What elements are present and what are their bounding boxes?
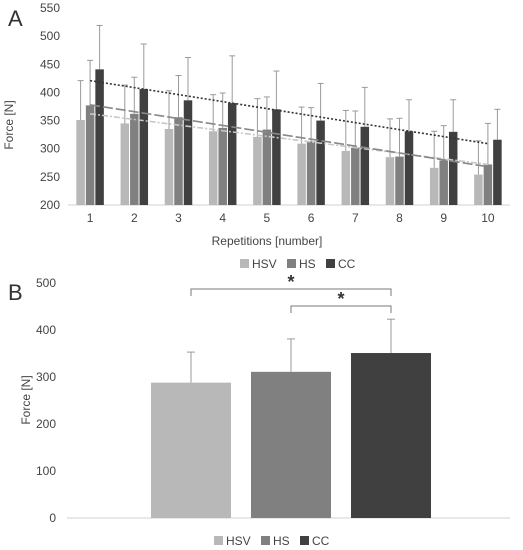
panel-b-legend-label-cc: CC — [312, 534, 330, 548]
panel-a-bar-hsv — [429, 167, 439, 205]
panel-a-bar-cc — [404, 131, 414, 205]
panel-a-bar-hsv — [253, 136, 262, 205]
panel-a-x-tick-label: 9 — [440, 211, 447, 225]
panel-a-bar-hsv — [208, 131, 218, 205]
panel-a-bar-hs — [85, 105, 95, 205]
panel-a-y-tick-label: 450 — [40, 57, 60, 71]
panel-a-trend-line-cc — [89, 79, 489, 145]
panel-a-y-tick-label: 250 — [40, 170, 60, 184]
panel-b-label: B — [8, 280, 23, 305]
panel-a-x-tick-label: 2 — [131, 211, 138, 225]
panel-b-bar-hsv — [151, 382, 231, 518]
panel-a-x-tick-label: 1 — [87, 211, 94, 225]
panel-a-bar-cc — [316, 120, 325, 205]
panel-b-legend-swatch-cc — [300, 536, 309, 545]
panel-b-legend-swatch-hsv — [214, 536, 223, 545]
panel-a-y-axis-label: Force [N] — [2, 100, 16, 149]
panel-b-chart: 0 100 200 300 400 500 * * — [36, 272, 510, 525]
panel-a-bar-hsv — [164, 129, 174, 205]
panel-a-bar-cc — [139, 89, 149, 205]
panel-a-x-tick-label: 7 — [352, 211, 359, 225]
panel-a-chart: 200 250 300 350 400 450 500 550 1 2 3 4 5 6 7 8 9 10 — [40, 1, 510, 225]
panel-a-legend-swatch-hs — [287, 259, 296, 268]
panel-b-y-tick-label: 300 — [36, 370, 56, 384]
panel-b-bar-cc — [351, 353, 431, 518]
panel-a-x-tick-label: 4 — [219, 211, 226, 225]
panel-a-y-tick-label: 300 — [40, 142, 60, 156]
panel-a-bar-cc — [448, 131, 458, 205]
panel-a-legend-swatch-cc — [326, 259, 335, 268]
panel-b-bar-hs — [251, 371, 331, 518]
significance-marker: * — [287, 272, 294, 292]
panel-a-bar-hs — [174, 117, 183, 205]
panel-a-legend-swatch-hsv — [240, 259, 249, 268]
panel-a-label: A — [8, 6, 23, 31]
panel-b-legend-swatch-hs — [261, 536, 270, 545]
panel-a-bar-hsv — [385, 157, 395, 205]
panel-a-x-axis-label: Repetitions [number] — [212, 234, 323, 248]
panel-a-bar-cc — [493, 139, 502, 205]
panel-a-legend-label-hsv: HSV — [252, 257, 277, 271]
panel-a-bar-hs — [483, 164, 493, 205]
panel-a-legend: HSV HS CC — [240, 257, 356, 271]
panel-a-bar-hs — [130, 113, 139, 205]
panel-a-y-tick-label: 550 — [40, 1, 60, 15]
panel-a-trend-line-hsv — [89, 113, 489, 166]
panel-a-bar-hs — [306, 141, 316, 205]
panel-a-x-tick-label: 3 — [175, 211, 182, 225]
panel-b-legend-label-hs: HS — [273, 534, 290, 548]
panel-a-bar-hs — [439, 160, 448, 205]
panel-b-legend: HSV HS CC — [214, 534, 330, 548]
panel-b-y-tick-label: 100 — [36, 464, 56, 478]
significance-bracket — [190, 288, 392, 296]
panel-a-bar-hsv — [297, 143, 306, 205]
panel-a-bar-hsv — [341, 150, 351, 205]
panel-a-bar-cc — [227, 103, 237, 205]
panel-b-y-tick-label: 500 — [36, 276, 56, 290]
panel-a-bar-cc — [183, 100, 193, 205]
panel-a-bar-hsv — [76, 120, 85, 205]
panel-a-y-tick-label: 500 — [40, 29, 60, 43]
panel-a-y-tick-label: 400 — [40, 85, 60, 99]
panel-b-y-tick-label: 0 — [49, 511, 56, 525]
significance-bracket — [290, 305, 392, 313]
panel-b-y-tick-label: 400 — [36, 323, 56, 337]
panel-a-bar-hs — [218, 127, 227, 205]
panel-a-bar-cc — [360, 126, 370, 205]
panel-a-bar-hs — [351, 147, 360, 205]
significance-marker: * — [337, 289, 344, 309]
panel-a-trend-line-hs — [89, 104, 489, 168]
panel-a-y-tick-label: 200 — [40, 198, 60, 212]
panel-a-bar-hsv — [120, 123, 130, 205]
panel-a-x-tick-label: 8 — [396, 211, 403, 225]
panel-a-x-tick-label: 5 — [264, 211, 271, 225]
panel-a-bar-hs — [262, 129, 272, 205]
panel-a-bar-hsv — [474, 174, 483, 205]
panel-b-y-tick-label: 200 — [36, 417, 56, 431]
panel-b-y-axis-label: Force [N] — [19, 375, 33, 424]
panel-a-legend-label-hs: HS — [299, 257, 316, 271]
panel-a-y-tick-label: 350 — [40, 114, 60, 128]
panel-a-bar-cc — [272, 109, 281, 205]
panel-a-x-tick-label: 6 — [308, 211, 315, 225]
panel-b-legend-label-hsv: HSV — [226, 534, 251, 548]
panel-a-bar-cc — [95, 69, 104, 205]
panel-a-x-tick-label: 10 — [481, 211, 495, 225]
panel-a-bar-hs — [395, 156, 404, 205]
panel-a-legend-label-cc: CC — [338, 257, 356, 271]
